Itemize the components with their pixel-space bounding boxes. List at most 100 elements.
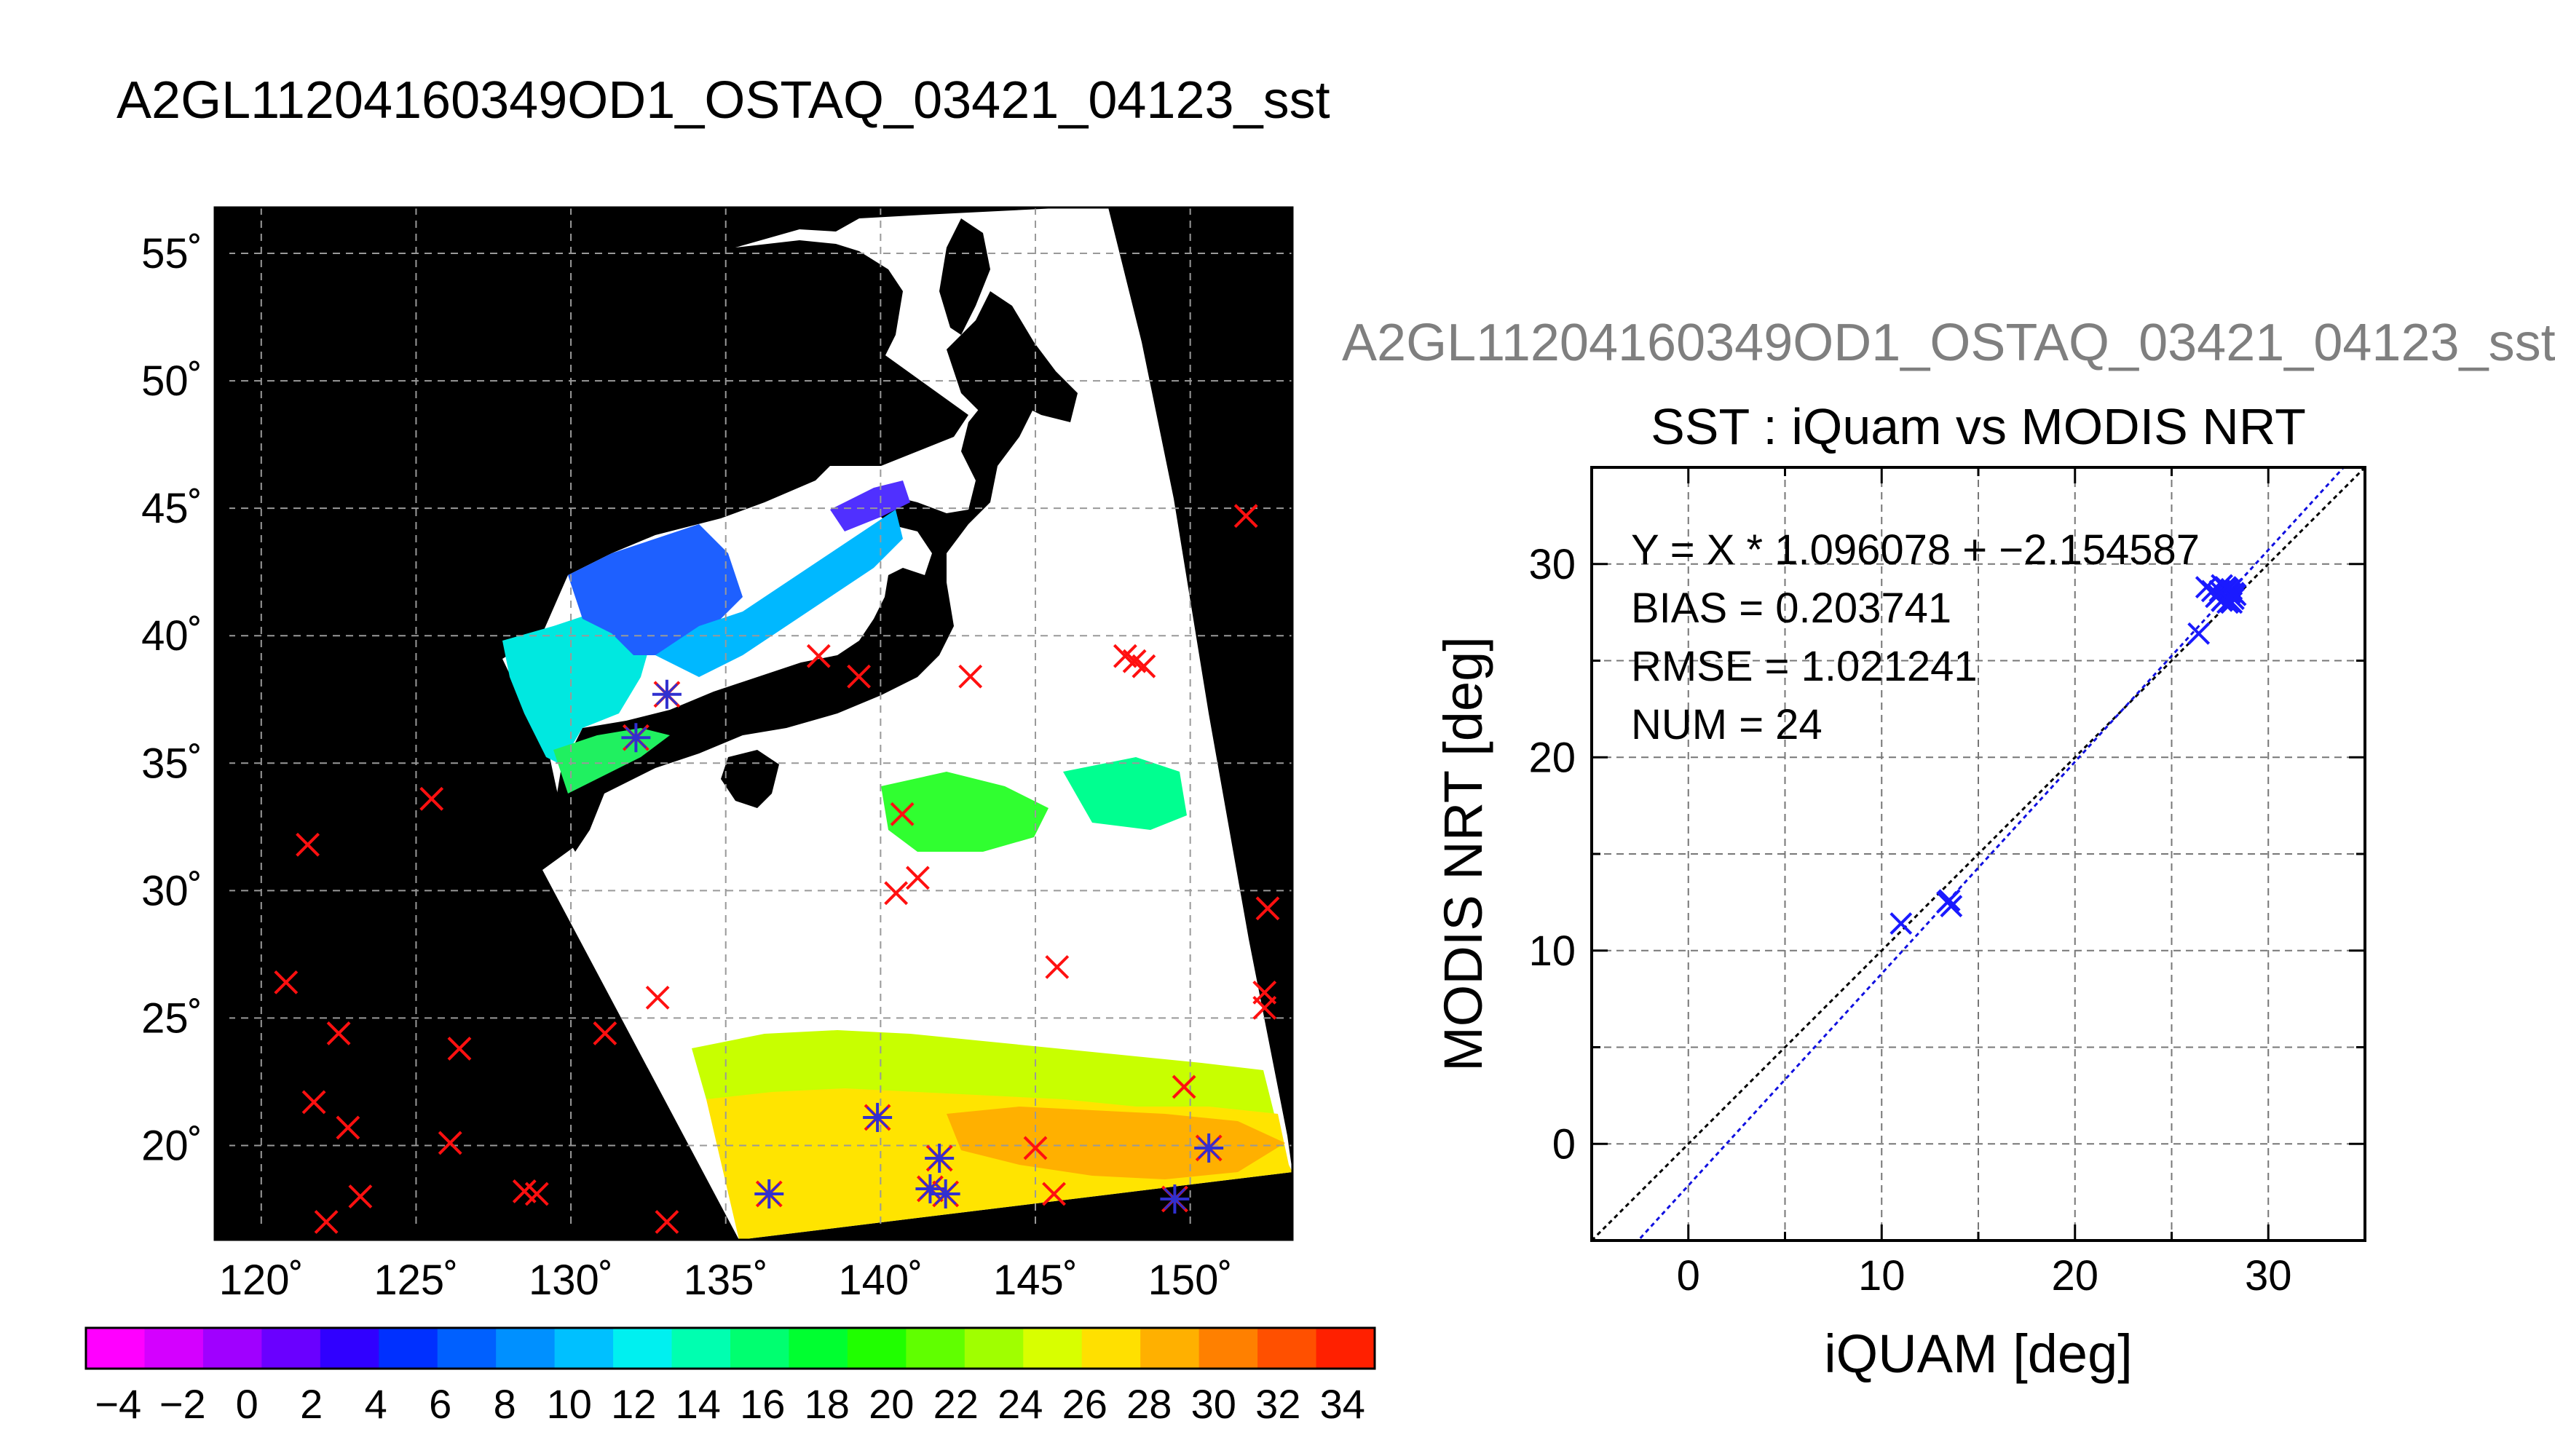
map-lat-label: 30˚	[141, 867, 202, 914]
map-point-unmatched	[336, 1115, 360, 1140]
colorbar-label: 8	[494, 1381, 516, 1427]
colorbar-cell	[379, 1328, 438, 1369]
map-point-unmatched	[593, 1021, 617, 1045]
scatter-point	[2187, 622, 2211, 645]
colorbar-cell	[320, 1328, 379, 1369]
colorbar-cell	[1081, 1328, 1141, 1369]
colorbar-cell	[789, 1328, 848, 1369]
stats-equation: Y = X * 1.096078 + −2.154587	[1631, 526, 2200, 574]
colorbar-cell	[847, 1328, 907, 1369]
sst-japan-sea-blue	[568, 524, 743, 655]
colorbar-label: 18	[805, 1381, 850, 1427]
map-lat-label: 35˚	[141, 740, 202, 787]
map-point-matched	[925, 1143, 955, 1173]
scatter-y-tick-label: 0	[1552, 1120, 1576, 1168]
colorbar-label: 0	[236, 1381, 258, 1427]
scatter-x-tick-label: 20	[2051, 1252, 2098, 1299]
map-lat-label: 25˚	[141, 994, 202, 1042]
map-point-matched	[915, 1174, 945, 1203]
colorbar-label: 14	[676, 1381, 721, 1427]
colorbar-cell	[554, 1328, 614, 1369]
scatter-plot: A2GL11204160349OD1_OSTAQ_03421_04123_sst…	[1342, 314, 2555, 1384]
map-gridlines	[215, 207, 1292, 1240]
map-point-unmatched	[326, 1021, 351, 1045]
stats-bias: BIAS = 0.203741	[1631, 585, 1951, 632]
sst-pacific-green-east	[1063, 757, 1187, 830]
land-hokkaido	[947, 291, 1078, 422]
colorbar-cell	[730, 1328, 790, 1369]
map-point-unmatched	[348, 1184, 373, 1208]
map-point-matched	[1194, 1133, 1224, 1163]
scatter-y-tick-label: 10	[1528, 927, 1576, 975]
map-lon-label: 150˚	[1148, 1257, 1233, 1304]
land-kyushu	[721, 750, 779, 808]
map-point-unmatched	[847, 664, 872, 689]
colorbar-label: 6	[429, 1381, 451, 1427]
land-korea-japan	[553, 379, 1034, 852]
map-point-unmatched	[1023, 1136, 1048, 1160]
scatter-xlabel: iQUAM [deg]	[1824, 1324, 2133, 1384]
map-lat-labels: 55˚ 50˚ 45˚ 40˚ 35˚ 30˚ 25˚ 20˚	[141, 230, 202, 1169]
colorbar-cell	[613, 1328, 673, 1369]
colorbar-label: 34	[1320, 1381, 1365, 1427]
colorbar-cell	[1316, 1328, 1375, 1369]
colorbar-frame	[84, 1326, 1376, 1370]
scatter-ticks: 0 10 20 30 0 10 20 30	[1528, 466, 2366, 1299]
colorbar-label: 2	[300, 1381, 323, 1427]
colorbar-label: 20	[869, 1381, 914, 1427]
colorbar-label: 22	[933, 1381, 979, 1427]
scatter-x-tick-label: 0	[1677, 1252, 1700, 1299]
scatter-points	[1889, 574, 2247, 935]
map-point-unmatched	[1042, 1182, 1066, 1206]
colorbar-label: 10	[547, 1381, 592, 1427]
colorbar-label: 32	[1255, 1381, 1300, 1427]
sst-yellow-sea	[502, 604, 655, 764]
scatter-point	[2222, 582, 2245, 604]
colorbar-label: −2	[159, 1381, 206, 1427]
map-lon-label: 140˚	[838, 1257, 923, 1304]
map-lon-label: 135˚	[684, 1257, 768, 1304]
scatter-title: SST : iQuam vs MODIS NRT	[1651, 398, 2306, 455]
colorbar-label: 12	[611, 1381, 656, 1427]
map-point-unmatched	[806, 644, 831, 668]
colorbar-label: 30	[1191, 1381, 1236, 1427]
map-frame	[213, 206, 1294, 1241]
colorbar-cell	[144, 1328, 204, 1369]
map-point-unmatched	[524, 1182, 549, 1206]
swath-area	[502, 207, 1292, 1240]
map-point-unmatched	[1172, 1075, 1196, 1099]
map-lat-label: 20˚	[141, 1122, 202, 1169]
colorbar-cell	[496, 1328, 556, 1369]
map-lon-label: 120˚	[219, 1257, 304, 1304]
colorbar-cell	[906, 1328, 965, 1369]
sst-tropical-orange	[947, 1107, 1285, 1179]
map-point-matched	[754, 1179, 784, 1208]
colorbar-cell	[86, 1328, 146, 1369]
map-point-unmatched	[905, 866, 930, 890]
map-point-unmatched	[645, 985, 670, 1010]
colorbar-cell	[671, 1328, 731, 1369]
map-lat-label: 55˚	[141, 230, 202, 277]
map-lat-label: 40˚	[141, 612, 202, 660]
colorbar-cell	[202, 1328, 262, 1369]
scatter-ylabel: MODIS NRT [deg]	[1433, 636, 1493, 1072]
map-point-matched	[931, 1179, 960, 1208]
map-point-unmatched	[314, 1210, 339, 1234]
map-point-unmatched	[1045, 954, 1070, 979]
map-lat-label: 45˚	[141, 485, 202, 532]
map-points	[274, 504, 1280, 1234]
map-lon-label: 125˚	[374, 1257, 458, 1304]
map-point-unmatched	[655, 1210, 679, 1234]
colorbar-cell	[437, 1328, 497, 1369]
scatter-frame	[1590, 466, 2366, 1242]
stats-num: NUM = 24	[1631, 701, 1823, 748]
map-lon-label: 130˚	[529, 1257, 613, 1304]
map-point-matched	[1160, 1184, 1190, 1214]
scatter-x-tick-label: 30	[2245, 1252, 2292, 1299]
map-lon-label: 145˚	[993, 1257, 1078, 1304]
colorbar-label: 26	[1062, 1381, 1107, 1427]
map-point-matched	[863, 1102, 893, 1132]
scatter-y-tick-label: 30	[1528, 541, 1576, 588]
colorbar-cell	[964, 1328, 1024, 1369]
